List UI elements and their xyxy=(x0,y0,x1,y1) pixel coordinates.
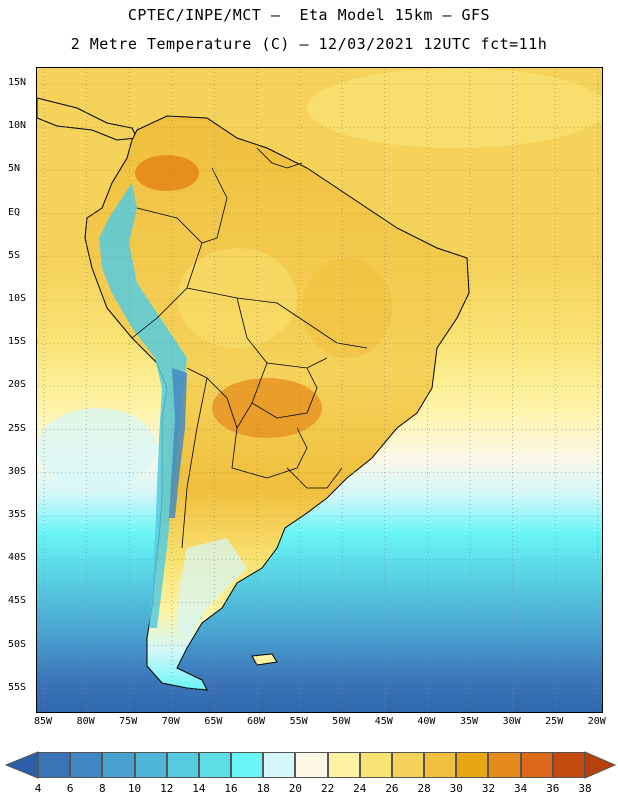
colorbar-label: 34 xyxy=(514,782,528,795)
colorbar-label: 16 xyxy=(224,782,238,795)
ocean-warm-patch xyxy=(307,68,602,148)
ocean-cool-patch xyxy=(37,408,157,488)
temperature-map xyxy=(36,67,603,713)
colorbar-swatch xyxy=(198,752,232,778)
lon-label: 80W xyxy=(76,716,95,727)
lat-label: 15N xyxy=(8,77,27,88)
colorbar-label: 8 xyxy=(99,782,106,795)
lon-label: 40W xyxy=(417,716,436,727)
lon-label: 70W xyxy=(161,716,180,727)
lon-label: 55W xyxy=(289,716,308,727)
colorbar-swatch xyxy=(263,752,296,778)
lon-label: 30W xyxy=(502,716,521,727)
colorbar-swatch xyxy=(102,752,135,778)
lon-label: 25W xyxy=(545,716,564,727)
lat-label: 10N xyxy=(8,120,27,132)
colorbar-low-arrow xyxy=(4,751,39,779)
andes-high-peaks xyxy=(169,368,187,518)
colorbar-swatch xyxy=(391,752,425,778)
lat-label: 15S xyxy=(8,336,27,348)
colorbar-swatch xyxy=(231,752,264,778)
map-subtitle: 2 Metre Temperature (C) – 12/03/2021 12U… xyxy=(70,35,548,53)
colorbar-swatch xyxy=(295,752,328,778)
lat-label: 50S xyxy=(8,638,27,650)
colorbar-label: 26 xyxy=(385,782,399,795)
colorbar-swatch xyxy=(134,752,167,778)
colorbar-label: 30 xyxy=(449,782,463,795)
colorbar-label: 10 xyxy=(127,782,142,795)
colorbar-swatch xyxy=(166,752,199,778)
lat-label: 35S xyxy=(8,509,27,520)
central-america-land xyxy=(37,97,138,141)
colorbar-label: 12 xyxy=(160,782,174,795)
colorbar-swatch xyxy=(327,752,360,778)
lat-label: 5S xyxy=(8,249,21,261)
colorbar-label: 4 xyxy=(34,782,42,795)
lon-label: 50W xyxy=(332,716,351,727)
lat-label: 5N xyxy=(8,163,21,175)
colorbar-label: 24 xyxy=(353,782,367,795)
colorbar-swatch xyxy=(488,752,521,778)
lat-label: EQ xyxy=(8,206,21,218)
lon-label: 65W xyxy=(204,716,223,727)
colorbar-swatch xyxy=(70,752,103,778)
lon-label: 60W xyxy=(246,716,266,727)
lat-lon-grid xyxy=(37,68,602,712)
colorbar-swatch xyxy=(38,752,71,778)
lat-label: 40S xyxy=(8,552,27,564)
colorbar-label: 20 xyxy=(288,782,303,795)
map-canvas xyxy=(37,68,602,712)
patagonia-cool xyxy=(177,538,247,638)
colorbar-high-arrow xyxy=(584,751,617,779)
colorbar-arrows xyxy=(4,751,617,779)
colorbar-label: 22 xyxy=(320,782,335,795)
colorbar-label: 14 xyxy=(192,782,206,795)
lat-label: 30S xyxy=(8,465,27,477)
colorbar-swatch xyxy=(359,752,392,778)
lon-label: 35W xyxy=(459,716,479,727)
hot-region-chaco xyxy=(212,378,322,438)
hot-region-venezuela xyxy=(135,155,199,191)
colorbar-label: 6 xyxy=(66,782,74,795)
lon-label: 45W xyxy=(374,716,393,727)
lat-label: 25S xyxy=(8,422,27,434)
country-borders xyxy=(131,147,368,549)
colorbar-label: 28 xyxy=(417,782,431,795)
lon-label: 85W xyxy=(33,716,53,727)
colorbar-swatch xyxy=(424,752,457,778)
colorbar-swatch xyxy=(552,752,585,778)
lon-label: 75W xyxy=(119,716,138,727)
lon-label: 20W xyxy=(587,716,606,727)
colorbar-label: 36 xyxy=(546,782,560,795)
colorbar-label: 18 xyxy=(256,782,270,795)
map-title: CPTEC/INPE/MCT – Eta Model 15km – GFS xyxy=(127,6,491,24)
colorbar-label: 32 xyxy=(481,782,496,795)
lat-label: 45S xyxy=(8,595,27,607)
colorbar-swatch xyxy=(456,752,489,778)
colorbar-label: 38 xyxy=(578,782,592,795)
lat-label: 55S xyxy=(8,681,27,693)
andes-cold-strip xyxy=(99,183,187,628)
warm-region-brazil xyxy=(302,258,392,358)
lat-label: 10S xyxy=(8,293,27,304)
colorbar-swatch xyxy=(520,752,553,778)
falkland-islands xyxy=(251,653,278,666)
lat-label: 20S xyxy=(8,379,27,391)
